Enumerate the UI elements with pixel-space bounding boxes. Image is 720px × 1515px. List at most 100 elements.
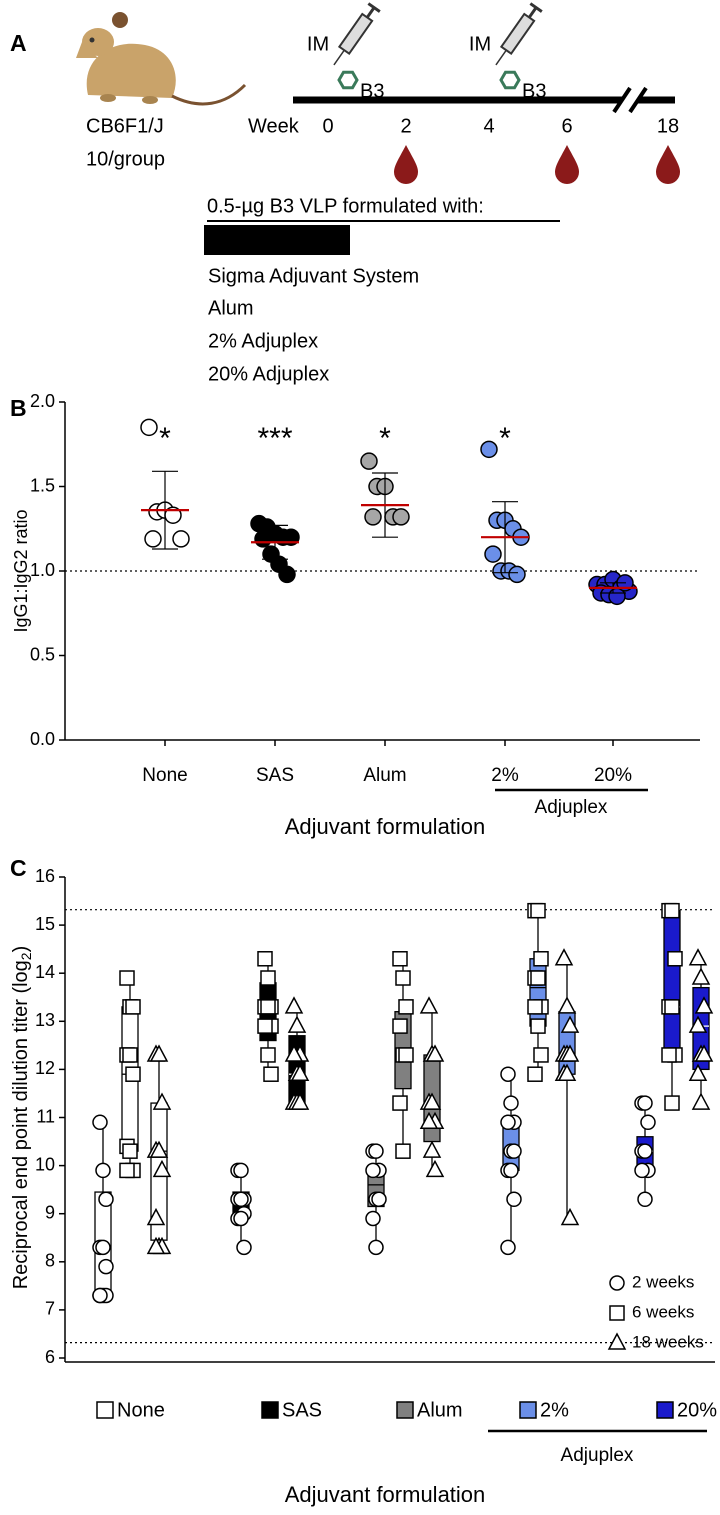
y-tick-label: 14 <box>35 962 55 982</box>
data-point <box>398 1047 414 1063</box>
week-tick-label: 2 <box>400 115 411 137</box>
syringe-needle <box>495 49 507 66</box>
data-point <box>233 1191 249 1208</box>
y-tick-label: 11 <box>36 1106 55 1126</box>
significance: * <box>159 422 171 455</box>
data-point <box>533 1047 549 1063</box>
data-point <box>398 999 414 1015</box>
data-point <box>560 1044 580 1062</box>
data-point <box>260 1047 276 1063</box>
legend-symbol <box>609 1275 625 1291</box>
legend-symbol <box>607 1332 627 1350</box>
data-point <box>533 951 549 967</box>
data-point <box>694 1044 714 1062</box>
data-point <box>144 530 162 548</box>
formulation-title: 0.5-µg B3 VLP formulated with: <box>207 195 484 217</box>
legend-label: 2% <box>540 1399 569 1421</box>
antigen-label: B3 <box>360 80 384 102</box>
syringe-cap <box>367 2 381 13</box>
week-tick-label: 4 <box>483 115 494 137</box>
data-point <box>278 565 296 584</box>
data-point <box>557 1063 577 1081</box>
data-point <box>98 1258 114 1275</box>
data-point <box>125 999 141 1015</box>
group-size: 10/group <box>86 148 165 170</box>
panel-label: B <box>10 395 27 421</box>
panel-label: C <box>10 855 27 881</box>
antigen-label: B3 <box>522 80 546 102</box>
data-point <box>527 1066 543 1082</box>
data-point <box>119 970 135 986</box>
data-point <box>419 996 439 1014</box>
data-point <box>290 1063 310 1081</box>
syringe <box>333 2 381 66</box>
formulation-highlight <box>204 225 350 255</box>
legend-label: Alum <box>417 1399 463 1421</box>
data-point <box>236 1239 252 1256</box>
legend-swatch <box>96 1401 114 1419</box>
y-tick-label: 0.5 <box>30 644 55 664</box>
data-point <box>260 999 276 1015</box>
data-point <box>508 565 526 584</box>
data-point <box>365 1210 381 1227</box>
legend-swatch <box>261 1401 279 1419</box>
data-point <box>560 1015 580 1033</box>
data-point <box>661 1047 677 1063</box>
data-point <box>664 1095 680 1111</box>
data-point <box>284 996 304 1014</box>
data-point <box>503 1095 519 1111</box>
data-point <box>233 1162 249 1179</box>
x-tick-label: Alum <box>363 765 406 786</box>
week-tick-label: 0 <box>322 115 333 137</box>
data-point <box>500 1066 516 1082</box>
legend-label: 6 weeks <box>632 1302 694 1321</box>
strain: CB6F1/J <box>86 115 164 137</box>
data-point <box>392 1018 408 1034</box>
data-point <box>287 1015 307 1033</box>
data-point <box>694 996 714 1014</box>
legend-label: SAS <box>282 1399 322 1421</box>
significance: * <box>379 422 391 455</box>
box <box>529 958 547 1027</box>
data-point <box>284 1044 304 1062</box>
blood-drops <box>394 145 680 184</box>
data-point <box>500 1114 516 1131</box>
data-point <box>98 1191 114 1208</box>
significance: *** <box>257 422 292 455</box>
y-tick-label: 16 <box>35 866 55 886</box>
data-point <box>664 999 680 1015</box>
data-point <box>422 1140 442 1158</box>
data-point <box>634 1162 650 1179</box>
data-point <box>392 508 410 526</box>
data-point <box>364 508 382 526</box>
data-point <box>637 1095 653 1111</box>
data-point <box>691 1092 711 1110</box>
group-label: Adjuplex <box>535 797 608 818</box>
y-tick-label: 8 <box>45 1251 55 1271</box>
data-point <box>395 970 411 986</box>
y-tick-label: 15 <box>35 914 55 934</box>
data-point <box>122 1143 138 1159</box>
week-label: Week <box>248 115 300 137</box>
route-label: IM <box>307 33 329 55</box>
data-point <box>527 999 543 1015</box>
y-axis-title: Reciprocal end point dilution titer (log… <box>10 946 33 1290</box>
legend-swatch <box>519 1401 537 1419</box>
week-tick-label: 18 <box>657 115 679 137</box>
legend-swatch <box>656 1401 674 1419</box>
syringe-needle <box>333 49 345 66</box>
formulation-label: Sigma Adjuvant System <box>208 265 419 287</box>
data-point <box>365 1162 381 1179</box>
y-tick-label: 9 <box>45 1202 55 1222</box>
data-point <box>691 967 711 985</box>
syringe-cap <box>529 2 543 13</box>
data-point <box>119 1162 135 1179</box>
x-tick-label: 20% <box>594 765 632 786</box>
data-point <box>500 1239 516 1256</box>
legend-swatch <box>396 1401 414 1419</box>
data-point <box>560 1207 580 1226</box>
data-point <box>530 902 546 919</box>
formulation-label: Alum <box>208 297 254 319</box>
data-point <box>688 1063 708 1081</box>
